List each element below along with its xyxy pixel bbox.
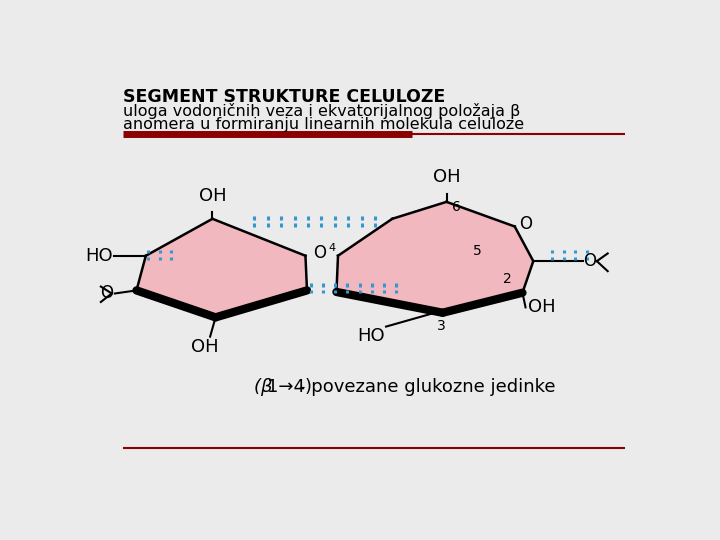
Text: O: O bbox=[583, 252, 596, 270]
Text: OH: OH bbox=[199, 187, 226, 205]
Text: 4: 4 bbox=[329, 243, 336, 253]
Text: OH: OH bbox=[191, 338, 218, 356]
Text: 2: 2 bbox=[503, 272, 511, 286]
Text: 3: 3 bbox=[437, 319, 446, 333]
Text: O: O bbox=[313, 244, 326, 262]
Text: ($\beta$: ($\beta$ bbox=[253, 376, 273, 397]
Text: anomera u formiranju linearnih molekula celuloze: anomera u formiranju linearnih molekula … bbox=[122, 117, 523, 132]
Text: 5: 5 bbox=[473, 244, 482, 258]
Text: 1→4): 1→4) bbox=[266, 377, 312, 396]
Text: O: O bbox=[101, 285, 114, 302]
Text: SEGMENT STRUKTURE CELULOZE: SEGMENT STRUKTURE CELULOZE bbox=[122, 88, 445, 106]
Text: - povezane glukozne jedinke: - povezane glukozne jedinke bbox=[300, 377, 556, 396]
Text: 6: 6 bbox=[452, 200, 461, 214]
Text: O: O bbox=[519, 215, 532, 233]
Text: OH: OH bbox=[528, 298, 556, 316]
Polygon shape bbox=[336, 202, 534, 313]
Text: uloga vodoničnih veza i ekvatorijalnog položaja β: uloga vodoničnih veza i ekvatorijalnog p… bbox=[122, 103, 520, 119]
Text: HO: HO bbox=[86, 247, 113, 265]
Text: OH: OH bbox=[433, 168, 460, 186]
Polygon shape bbox=[137, 219, 307, 318]
Text: HO: HO bbox=[357, 327, 384, 345]
